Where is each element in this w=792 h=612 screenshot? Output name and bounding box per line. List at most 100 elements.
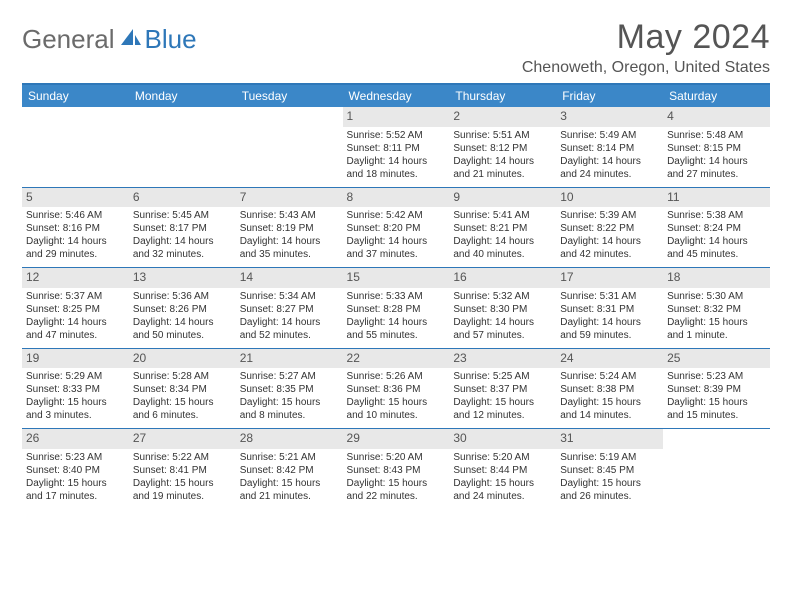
day-number: 23 bbox=[449, 349, 556, 369]
day-number: 9 bbox=[449, 188, 556, 208]
sunset-text: Sunset: 8:41 PM bbox=[133, 464, 232, 477]
daylight-text: Daylight: 14 hours and 18 minutes. bbox=[347, 155, 446, 181]
day-number: 17 bbox=[556, 268, 663, 288]
day-details: Sunrise: 5:20 AMSunset: 8:43 PMDaylight:… bbox=[347, 451, 446, 503]
daylight-text: Daylight: 15 hours and 8 minutes. bbox=[240, 396, 339, 422]
daylight-text: Daylight: 14 hours and 40 minutes. bbox=[453, 235, 552, 261]
day-number: 20 bbox=[129, 349, 236, 369]
sunset-text: Sunset: 8:11 PM bbox=[347, 142, 446, 155]
daylight-text: Daylight: 15 hours and 15 minutes. bbox=[667, 396, 766, 422]
day-number: 31 bbox=[556, 429, 663, 449]
day-details: Sunrise: 5:39 AMSunset: 8:22 PMDaylight:… bbox=[560, 209, 659, 261]
day-number bbox=[236, 107, 343, 127]
calendar-cell: 30Sunrise: 5:20 AMSunset: 8:44 PMDayligh… bbox=[449, 429, 556, 509]
sunrise-text: Sunrise: 5:21 AM bbox=[240, 451, 339, 464]
sunset-text: Sunset: 8:32 PM bbox=[667, 303, 766, 316]
day-header: Friday bbox=[556, 85, 663, 107]
sunrise-text: Sunrise: 5:48 AM bbox=[667, 129, 766, 142]
day-details: Sunrise: 5:36 AMSunset: 8:26 PMDaylight:… bbox=[133, 290, 232, 342]
sunset-text: Sunset: 8:37 PM bbox=[453, 383, 552, 396]
day-header: Wednesday bbox=[343, 85, 450, 107]
sunrise-text: Sunrise: 5:38 AM bbox=[667, 209, 766, 222]
sunrise-text: Sunrise: 5:49 AM bbox=[560, 129, 659, 142]
day-number: 15 bbox=[343, 268, 450, 288]
day-details: Sunrise: 5:33 AMSunset: 8:28 PMDaylight:… bbox=[347, 290, 446, 342]
calendar-cell: 15Sunrise: 5:33 AMSunset: 8:28 PMDayligh… bbox=[343, 268, 450, 349]
daylight-text: Daylight: 15 hours and 19 minutes. bbox=[133, 477, 232, 503]
day-number: 22 bbox=[343, 349, 450, 369]
day-details: Sunrise: 5:45 AMSunset: 8:17 PMDaylight:… bbox=[133, 209, 232, 261]
daylight-text: Daylight: 14 hours and 59 minutes. bbox=[560, 316, 659, 342]
sunset-text: Sunset: 8:26 PM bbox=[133, 303, 232, 316]
day-details: Sunrise: 5:34 AMSunset: 8:27 PMDaylight:… bbox=[240, 290, 339, 342]
calendar-cell bbox=[236, 107, 343, 187]
calendar-cell: 10Sunrise: 5:39 AMSunset: 8:22 PMDayligh… bbox=[556, 187, 663, 268]
calendar-cell: 11Sunrise: 5:38 AMSunset: 8:24 PMDayligh… bbox=[663, 187, 770, 268]
day-header-row: Sunday Monday Tuesday Wednesday Thursday… bbox=[22, 85, 770, 107]
daylight-text: Daylight: 14 hours and 24 minutes. bbox=[560, 155, 659, 181]
day-number: 7 bbox=[236, 188, 343, 208]
sunset-text: Sunset: 8:31 PM bbox=[560, 303, 659, 316]
sunrise-text: Sunrise: 5:23 AM bbox=[667, 370, 766, 383]
sunrise-text: Sunrise: 5:20 AM bbox=[453, 451, 552, 464]
daylight-text: Daylight: 15 hours and 10 minutes. bbox=[347, 396, 446, 422]
sunset-text: Sunset: 8:40 PM bbox=[26, 464, 125, 477]
sunset-text: Sunset: 8:22 PM bbox=[560, 222, 659, 235]
sunset-text: Sunset: 8:14 PM bbox=[560, 142, 659, 155]
day-number: 27 bbox=[129, 429, 236, 449]
sunrise-text: Sunrise: 5:22 AM bbox=[133, 451, 232, 464]
day-number: 25 bbox=[663, 349, 770, 369]
calendar-cell: 24Sunrise: 5:24 AMSunset: 8:38 PMDayligh… bbox=[556, 348, 663, 429]
sunset-text: Sunset: 8:21 PM bbox=[453, 222, 552, 235]
day-number: 6 bbox=[129, 188, 236, 208]
calendar-cell bbox=[129, 107, 236, 187]
sunrise-text: Sunrise: 5:30 AM bbox=[667, 290, 766, 303]
sunrise-text: Sunrise: 5:41 AM bbox=[453, 209, 552, 222]
day-details: Sunrise: 5:46 AMSunset: 8:16 PMDaylight:… bbox=[26, 209, 125, 261]
calendar-week-row: 1Sunrise: 5:52 AMSunset: 8:11 PMDaylight… bbox=[22, 107, 770, 187]
day-number: 21 bbox=[236, 349, 343, 369]
day-details: Sunrise: 5:23 AMSunset: 8:39 PMDaylight:… bbox=[667, 370, 766, 422]
day-number: 18 bbox=[663, 268, 770, 288]
sunrise-text: Sunrise: 5:24 AM bbox=[560, 370, 659, 383]
daylight-text: Daylight: 15 hours and 21 minutes. bbox=[240, 477, 339, 503]
sunrise-text: Sunrise: 5:33 AM bbox=[347, 290, 446, 303]
daylight-text: Daylight: 15 hours and 3 minutes. bbox=[26, 396, 125, 422]
day-number: 4 bbox=[663, 107, 770, 127]
sunset-text: Sunset: 8:20 PM bbox=[347, 222, 446, 235]
day-details: Sunrise: 5:22 AMSunset: 8:41 PMDaylight:… bbox=[133, 451, 232, 503]
sunrise-text: Sunrise: 5:46 AM bbox=[26, 209, 125, 222]
title-block: May 2024 Chenoweth, Oregon, United State… bbox=[522, 18, 770, 77]
calendar-week-row: 19Sunrise: 5:29 AMSunset: 8:33 PMDayligh… bbox=[22, 348, 770, 429]
day-header: Tuesday bbox=[236, 85, 343, 107]
day-details: Sunrise: 5:49 AMSunset: 8:14 PMDaylight:… bbox=[560, 129, 659, 181]
calendar-table: Sunday Monday Tuesday Wednesday Thursday… bbox=[22, 85, 770, 509]
sunrise-text: Sunrise: 5:25 AM bbox=[453, 370, 552, 383]
calendar-cell: 16Sunrise: 5:32 AMSunset: 8:30 PMDayligh… bbox=[449, 268, 556, 349]
sunset-text: Sunset: 8:19 PM bbox=[240, 222, 339, 235]
day-number: 2 bbox=[449, 107, 556, 127]
sail-icon bbox=[119, 27, 143, 52]
calendar-week-row: 5Sunrise: 5:46 AMSunset: 8:16 PMDaylight… bbox=[22, 187, 770, 268]
calendar-cell: 3Sunrise: 5:49 AMSunset: 8:14 PMDaylight… bbox=[556, 107, 663, 187]
sunrise-text: Sunrise: 5:29 AM bbox=[26, 370, 125, 383]
daylight-text: Daylight: 14 hours and 52 minutes. bbox=[240, 316, 339, 342]
daylight-text: Daylight: 14 hours and 37 minutes. bbox=[347, 235, 446, 261]
day-details: Sunrise: 5:41 AMSunset: 8:21 PMDaylight:… bbox=[453, 209, 552, 261]
calendar-cell: 2Sunrise: 5:51 AMSunset: 8:12 PMDaylight… bbox=[449, 107, 556, 187]
sunset-text: Sunset: 8:45 PM bbox=[560, 464, 659, 477]
calendar-week-row: 12Sunrise: 5:37 AMSunset: 8:25 PMDayligh… bbox=[22, 268, 770, 349]
day-header: Sunday bbox=[22, 85, 129, 107]
day-details: Sunrise: 5:29 AMSunset: 8:33 PMDaylight:… bbox=[26, 370, 125, 422]
sunrise-text: Sunrise: 5:51 AM bbox=[453, 129, 552, 142]
daylight-text: Daylight: 15 hours and 17 minutes. bbox=[26, 477, 125, 503]
daylight-text: Daylight: 14 hours and 57 minutes. bbox=[453, 316, 552, 342]
day-details: Sunrise: 5:19 AMSunset: 8:45 PMDaylight:… bbox=[560, 451, 659, 503]
daylight-text: Daylight: 15 hours and 14 minutes. bbox=[560, 396, 659, 422]
sunrise-text: Sunrise: 5:52 AM bbox=[347, 129, 446, 142]
calendar-cell: 4Sunrise: 5:48 AMSunset: 8:15 PMDaylight… bbox=[663, 107, 770, 187]
day-details: Sunrise: 5:21 AMSunset: 8:42 PMDaylight:… bbox=[240, 451, 339, 503]
calendar-cell: 22Sunrise: 5:26 AMSunset: 8:36 PMDayligh… bbox=[343, 348, 450, 429]
sunrise-text: Sunrise: 5:36 AM bbox=[133, 290, 232, 303]
calendar-cell: 14Sunrise: 5:34 AMSunset: 8:27 PMDayligh… bbox=[236, 268, 343, 349]
